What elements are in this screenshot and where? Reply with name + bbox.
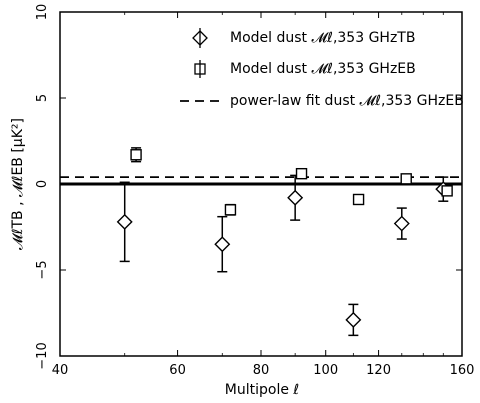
y-tick-label: 10: [35, 4, 50, 21]
x-tick-label: 160: [450, 363, 475, 378]
y-tick-label: 5: [35, 94, 50, 102]
legend-fit-label: power-law fit dust 𝓜ℓ,353 GHzEB: [230, 93, 464, 109]
data-point-eb: [352, 193, 365, 206]
y-tick-label: −10: [35, 342, 50, 369]
data-point-tb: [214, 236, 231, 253]
legend-eb-label: Model dust 𝓜ℓ,353 GHzEB: [230, 61, 416, 77]
legend-entry-fit: power-law fit dust 𝓜ℓ,353 GHzEB: [180, 93, 464, 109]
x-tick-label: 120: [366, 363, 391, 378]
x-tick-label: 40: [52, 363, 69, 378]
data-point-tb: [287, 189, 304, 206]
data-point-eb: [130, 149, 142, 161]
y-tick-label: 0: [35, 180, 50, 188]
data-point-tb: [116, 213, 133, 230]
data-point-eb: [441, 185, 453, 197]
data-point-tb: [393, 215, 410, 232]
x-axis-label: Multipole ℓ: [225, 382, 299, 398]
data-point-eb: [224, 204, 237, 216]
legend-entry-tb: Model dust 𝓜ℓ,353 GHzTB: [192, 28, 415, 48]
data-point-eb: [400, 173, 412, 185]
legend-tb-label: Model dust 𝓜ℓ,353 GHzTB: [230, 30, 415, 46]
data-point-eb: [295, 167, 308, 180]
legend: Model dust 𝓜ℓ,353 GHzTB Model dust 𝓜ℓ,35…: [180, 28, 464, 109]
legend-square-icon: [194, 63, 206, 75]
legend-entry-eb: Model dust 𝓜ℓ,353 GHzEB: [194, 60, 416, 78]
y-axis-label: 𝓜ℓTB , 𝓜ℓEB [μK²]: [10, 118, 26, 250]
legend-diamond-icon: [192, 30, 208, 46]
x-tick-label: 80: [253, 363, 270, 378]
data-point-tb: [345, 311, 362, 328]
x-tick-label: 60: [169, 363, 186, 378]
x-tick-label: 100: [313, 363, 338, 378]
y-tick-label: −5: [35, 260, 50, 279]
